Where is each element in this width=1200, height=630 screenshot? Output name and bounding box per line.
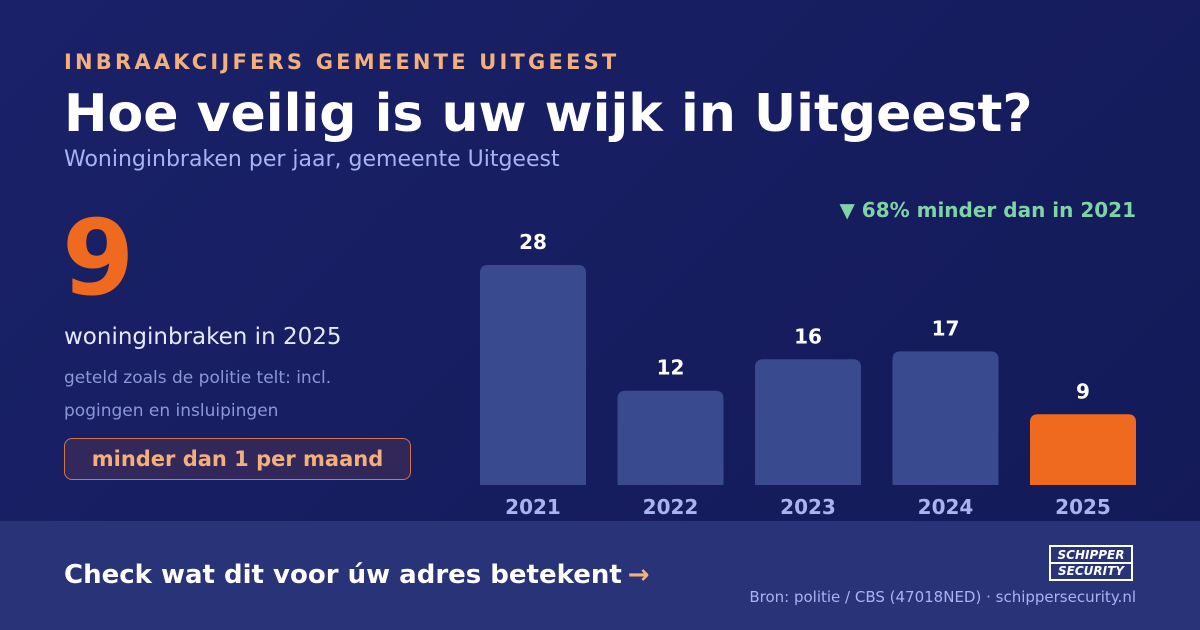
bar-2021 — [480, 265, 586, 485]
tick-label-2024: 2024 — [918, 495, 974, 519]
value-label-2023: 16 — [794, 324, 822, 348]
cta-text: Check wat dit voor úw adres betekent — [64, 560, 622, 590]
value-label-2021: 28 — [519, 230, 547, 254]
bar-2025 — [1030, 414, 1136, 485]
value-label-2024: 17 — [932, 316, 960, 340]
tick-label-2023: 2023 — [780, 495, 836, 519]
value-label-2025: 9 — [1076, 379, 1090, 403]
change-note: ▼ 68% minder dan in 2021 — [839, 198, 1136, 222]
tick-label-2021: 2021 — [505, 495, 561, 519]
highlight-badge: minder dan 1 per maand — [64, 438, 411, 480]
page-title: Hoe veilig is uw wijk in Uitgeest? — [64, 84, 1033, 144]
source-note: Bron: politie / CBS (47018NED) · schippe… — [749, 588, 1136, 606]
company-logo: SCHIPPER SECURITY — [1049, 545, 1133, 581]
bar-chart: 28 2021 12 2022 16 2023 17 2024 9 2025 — [480, 230, 1136, 519]
logo-line-1: SCHIPPER — [1057, 548, 1125, 562]
highlight-caption: woninginbraken in 2025 — [64, 324, 342, 350]
eyebrow-label: INBRAAKCIJFERS GEMEENTE UITGEEST — [64, 50, 620, 74]
bar-2024 — [892, 351, 999, 485]
footer: Check wat dit voor úw adres betekent → SC… — [0, 521, 1200, 630]
arrow-right-icon: → — [627, 560, 650, 590]
logo-line-2: SECURITY — [1051, 562, 1131, 578]
tick-label-2022: 2022 — [643, 495, 699, 519]
value-label-2022: 12 — [657, 356, 685, 380]
bar-2023 — [755, 359, 861, 485]
highlight-number: 9 — [62, 197, 135, 319]
highlight-note: geteld zoals de politie telt: incl. pogi… — [64, 368, 332, 421]
page-subtitle: Woninginbraken per jaar, gemeente Uitgee… — [64, 147, 560, 172]
bar-2022 — [617, 390, 724, 485]
cta-link[interactable]: Check wat dit voor úw adres betekent → — [64, 560, 650, 590]
tick-label-2025: 2025 — [1055, 495, 1111, 519]
